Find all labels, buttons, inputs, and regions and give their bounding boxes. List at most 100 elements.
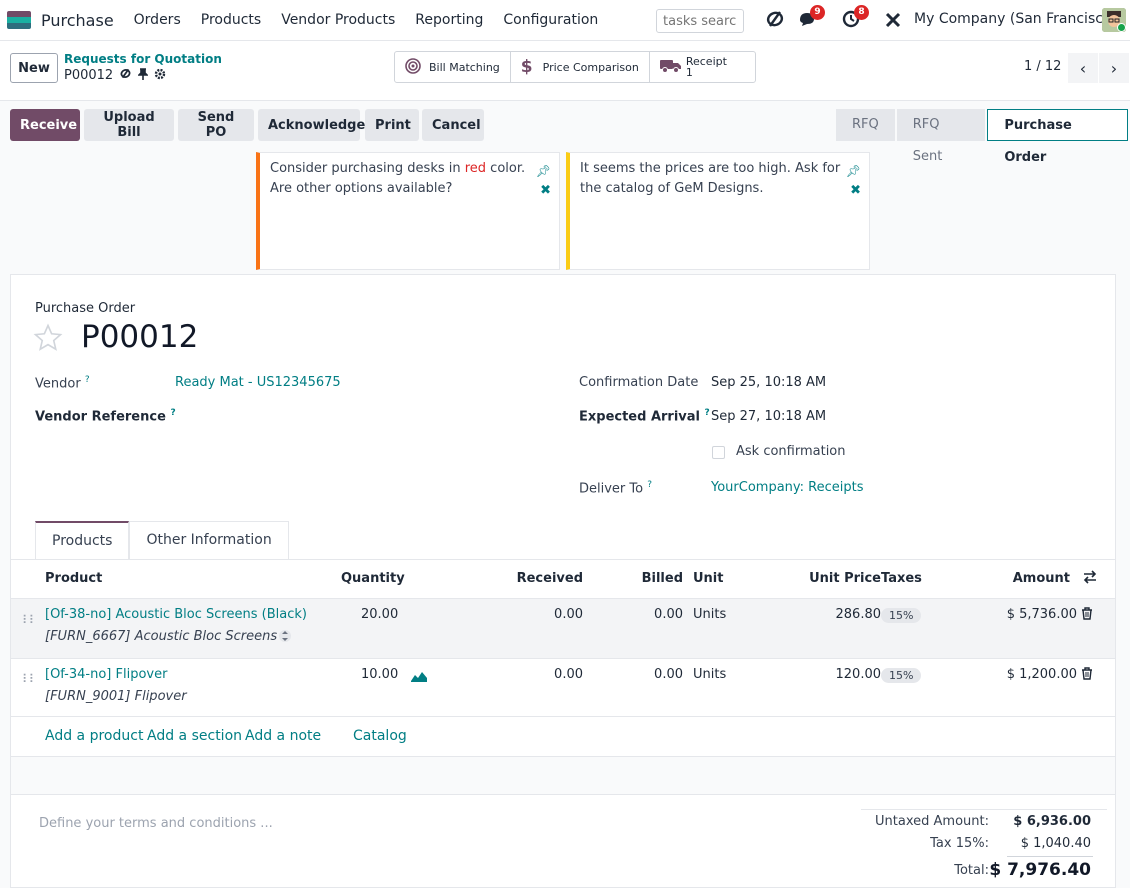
untaxed-amount-value: $ 6,936.00 bbox=[1013, 814, 1091, 829]
pin-icon[interactable]: 📌︎ bbox=[535, 164, 551, 178]
trash-icon[interactable] bbox=[1081, 667, 1093, 684]
tab-products[interactable]: Products bbox=[35, 521, 130, 559]
cancel-button[interactable]: Cancel bbox=[422, 109, 484, 141]
tax-badge[interactable]: 15% bbox=[881, 668, 922, 683]
dollar-icon: $ bbox=[520, 57, 533, 77]
breadcrumb-current: P00012 bbox=[64, 67, 166, 84]
gear-icon[interactable] bbox=[154, 68, 166, 84]
drag-handle-icon[interactable]: ⠇⠇ bbox=[22, 613, 38, 627]
upload-bill-button[interactable]: Upload Bill bbox=[84, 109, 174, 141]
app-name[interactable]: Purchase bbox=[41, 10, 114, 30]
messages-icon[interactable]: 9 bbox=[798, 5, 825, 32]
record-name: P00012 bbox=[81, 319, 199, 355]
col-quantity[interactable]: Quantity bbox=[341, 571, 405, 586]
untaxed-amount-label: Untaxed Amount: bbox=[875, 814, 989, 829]
table-row[interactable]: ⠇⠇ [Of-38-no] Acoustic Bloc Screens (Bla… bbox=[11, 599, 1115, 659]
tax-badge[interactable]: 15% bbox=[881, 608, 922, 623]
optional-columns-icon[interactable] bbox=[1083, 570, 1097, 588]
close-icon[interactable]: ✖ bbox=[540, 183, 551, 198]
forecast-chart-icon[interactable] bbox=[411, 670, 427, 686]
col-product[interactable]: Product bbox=[45, 571, 103, 586]
col-received[interactable]: Received bbox=[516, 571, 583, 586]
tab-other-information[interactable]: Other Information bbox=[129, 521, 289, 559]
form-sheet: Purchase Order P00012 Vendor ? Ready Mat… bbox=[10, 274, 1116, 888]
product-name-link[interactable]: [Of-38-no] Acoustic Bloc Screens (Black) bbox=[45, 607, 307, 622]
menu-reporting[interactable]: Reporting bbox=[415, 12, 484, 28]
menu-orders[interactable]: Orders bbox=[133, 12, 181, 28]
ask-confirmation-checkbox[interactable] bbox=[712, 446, 725, 459]
unit-price-cell[interactable]: 120.00 bbox=[835, 667, 882, 682]
add-note-link[interactable]: Add a note bbox=[245, 728, 322, 744]
terms-conditions-field[interactable]: Define your terms and conditions ... bbox=[39, 816, 273, 831]
col-amount[interactable]: Amount bbox=[1012, 571, 1070, 586]
top-navbar: Purchase Orders Products Vendor Products… bbox=[0, 0, 1130, 41]
pin-icon[interactable]: 📌︎ bbox=[845, 164, 861, 178]
pin-icon[interactable] bbox=[137, 67, 150, 84]
target-icon bbox=[405, 57, 421, 77]
drag-handle-icon[interactable]: ⠇⠇ bbox=[22, 672, 38, 686]
main-menu: Orders Products Vendor Products Reportin… bbox=[124, 12, 609, 28]
billed-cell: 0.00 bbox=[654, 667, 683, 682]
confirmation-date-value[interactable]: Sep 25, 10:18 AM bbox=[711, 375, 827, 390]
sticky-note: Consider purchasing desks in red color. … bbox=[256, 152, 560, 270]
receipt-label: Receipt bbox=[685, 55, 727, 68]
user-avatar[interactable] bbox=[1102, 8, 1126, 32]
acknowledge-button[interactable]: Acknowledge bbox=[258, 109, 365, 141]
deliver-to-label: Deliver To ? bbox=[579, 480, 653, 497]
pager-previous-button[interactable]: ‹ bbox=[1068, 53, 1098, 83]
price-comparison-button[interactable]: $ Price Comparison bbox=[511, 52, 650, 82]
bill-matching-label: Bill Matching bbox=[429, 60, 500, 74]
expected-arrival-value[interactable]: Sep 27, 10:18 AM bbox=[711, 409, 827, 424]
confirmation-date-label: Confirmation Date bbox=[579, 375, 699, 390]
unit-cell[interactable]: Units bbox=[693, 607, 727, 622]
menu-products[interactable]: Products bbox=[200, 12, 262, 28]
catalog-link[interactable]: Catalog bbox=[353, 728, 407, 744]
col-taxes[interactable]: Taxes bbox=[881, 571, 922, 586]
stage-rfq[interactable]: RFQ bbox=[836, 109, 895, 141]
purchase-app-icon[interactable] bbox=[7, 11, 31, 29]
bill-matching-button[interactable]: Bill Matching bbox=[395, 52, 511, 82]
quantity-cell[interactable]: 10.00 bbox=[361, 667, 399, 682]
form-subtitle: Purchase Order bbox=[35, 301, 136, 316]
col-billed[interactable]: Billed bbox=[641, 571, 683, 586]
truck-icon bbox=[659, 59, 682, 76]
unit-price-cell[interactable]: 286.80 bbox=[835, 607, 882, 622]
new-button[interactable]: New bbox=[10, 53, 58, 83]
add-product-link[interactable]: Add a product bbox=[45, 728, 144, 744]
discuss-icon[interactable] bbox=[764, 8, 786, 34]
trash-icon[interactable] bbox=[1081, 607, 1093, 624]
unit-cell[interactable]: Units bbox=[693, 667, 727, 682]
record-sync-icon[interactable] bbox=[119, 67, 132, 84]
product-name-link[interactable]: [Of-34-no] Flipover bbox=[45, 667, 168, 682]
table-row[interactable]: ⠇⠇ [Of-34-no] Flipover [FURN_9001] Flipo… bbox=[11, 658, 1115, 717]
pager-next-button[interactable]: › bbox=[1099, 53, 1129, 83]
quantity-cell[interactable]: 20.00 bbox=[361, 607, 399, 622]
vendor-field[interactable]: Ready Mat - US12345675 bbox=[175, 375, 341, 390]
close-icon[interactable]: ✖ bbox=[850, 183, 861, 198]
product-description: [FURN_9001] Flipover bbox=[45, 689, 187, 704]
company-switcher[interactable]: My Company (San Francisco) bbox=[914, 11, 1117, 27]
stage-rfq-sent[interactable]: RFQ Sent bbox=[896, 109, 986, 164]
tax-label: Tax 15%: bbox=[930, 836, 989, 851]
col-unit-price[interactable]: Unit Price bbox=[809, 571, 881, 586]
total-divider bbox=[1007, 856, 1093, 857]
ask-confirmation-label[interactable]: Ask confirmation bbox=[736, 444, 846, 459]
menu-configuration[interactable]: Configuration bbox=[503, 12, 599, 28]
activities-icon[interactable]: 8 bbox=[842, 5, 869, 32]
menu-vendor-products[interactable]: Vendor Products bbox=[281, 12, 396, 28]
tasks-search-input[interactable] bbox=[656, 9, 744, 33]
pager-value[interactable]: 1 / 12 bbox=[1024, 59, 1062, 74]
deliver-to-field[interactable]: YourCompany: Receipts bbox=[711, 480, 864, 495]
send-po-button[interactable]: Send PO bbox=[178, 109, 254, 141]
receive-button[interactable]: Receive bbox=[10, 109, 80, 141]
add-section-link[interactable]: Add a section bbox=[147, 728, 243, 744]
stage-purchase-order[interactable]: Purchase Order bbox=[987, 109, 1128, 165]
col-unit[interactable]: Unit bbox=[693, 571, 724, 586]
star-icon[interactable] bbox=[33, 323, 63, 357]
print-button[interactable]: Print bbox=[365, 109, 419, 141]
breadcrumb-parent[interactable]: Requests for Quotation bbox=[64, 52, 222, 66]
receipt-button[interactable]: Receipt 1 bbox=[650, 52, 755, 82]
row-resize-icon[interactable] bbox=[279, 627, 291, 649]
amount-cell: $ 5,736.00 bbox=[1006, 607, 1077, 622]
tools-icon[interactable] bbox=[884, 11, 902, 33]
